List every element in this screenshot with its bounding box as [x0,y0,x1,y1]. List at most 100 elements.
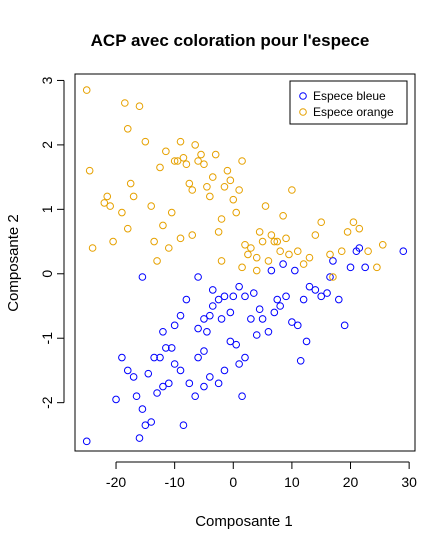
point-series-2 [182,160,191,169]
point-series-1 [340,321,349,330]
point-series-2 [355,224,364,233]
point-series-1 [141,421,150,430]
point-series-2 [282,234,290,243]
legend-label-series-1: Espece bleue [313,89,386,103]
y-tick-label: 3 [39,76,55,84]
point-series-1 [129,373,138,381]
point-series-2 [305,253,314,262]
y-tick-label: 1 [39,205,55,213]
point-series-1 [206,311,214,320]
point-series-1 [164,379,173,388]
point-series-2 [197,150,205,159]
legend-marker-series-2 [299,108,307,116]
point-series-1 [220,292,229,301]
point-series-1 [167,344,176,352]
point-series-2 [241,240,249,249]
point-series-2 [153,257,161,265]
point-series-1 [179,421,188,430]
point-series-2 [264,257,273,265]
point-series-1 [291,266,299,275]
point-series-1 [247,315,255,323]
point-series-2 [121,99,129,107]
legend: Espece bleue Espece orange [289,80,408,125]
point-series-2 [203,182,211,191]
point-series-1 [135,434,144,442]
point-series-2 [167,208,176,217]
point-series-1 [153,389,161,397]
point-series-2 [311,231,320,239]
point-series-2 [223,166,232,175]
point-series-1 [132,392,141,401]
point-series-1 [296,356,305,365]
point-series-2 [255,228,264,236]
y-tick-label: 2 [39,141,55,149]
point-series-2 [100,199,109,207]
point-series-1 [288,318,296,326]
point-series-2 [220,182,229,191]
point-series-1 [203,327,211,336]
point-series-1 [226,308,235,317]
point-series-2 [226,176,235,185]
point-series-2 [211,150,220,159]
point-series-2 [103,192,112,201]
y-axis: -2 -1 0 1 2 3 [39,76,65,409]
point-series-1 [182,295,191,304]
point-series-1 [311,286,320,294]
x-axis: -20 -10 0 10 20 30 [106,461,417,490]
x-tick-label: 10 [284,474,300,490]
point-series-2 [267,231,276,239]
point-series-1 [208,302,217,310]
point-series-2 [188,231,197,239]
point-series-1 [170,360,179,368]
point-series-1 [264,327,273,336]
point-series-1 [235,360,243,368]
point-series-2 [194,157,202,165]
point-series-1 [235,282,243,291]
point-series-1 [150,353,158,362]
point-series-1 [238,392,246,401]
point-series-1 [138,273,147,281]
point-series-1 [208,286,217,294]
point-series-1 [255,305,264,314]
point-series-2 [273,237,282,246]
point-series-2 [299,260,308,268]
point-series-2 [261,202,270,210]
point-series-2 [285,250,293,259]
point-series-1 [159,382,167,391]
y-tick-label: -1 [39,332,55,345]
point-series-1 [279,260,287,268]
point-series-1 [299,295,308,304]
point-series-2 [235,186,243,194]
point-series-2 [109,237,117,246]
point-series-1 [302,337,311,346]
point-series-1 [214,295,223,304]
point-series-1 [326,273,334,281]
point-series-2 [238,263,246,272]
point-series-1 [270,308,279,317]
point-series-1 [162,344,170,352]
point-series-1 [206,373,214,381]
x-tick-label: -10 [165,474,185,490]
point-series-2 [270,237,279,246]
point-series-2 [188,186,197,194]
point-series-2 [129,192,138,201]
point-series-1 [226,337,235,346]
point-series-1 [249,289,258,297]
point-series-2 [176,234,185,243]
point-series-2 [343,228,352,236]
point-series-1 [258,315,267,323]
point-series-1 [194,273,202,281]
y-tick-label: 0 [39,270,55,278]
point-series-2 [141,137,150,146]
point-series-2 [200,160,208,169]
point-series-2 [135,102,144,111]
point-series-1 [355,244,364,252]
point-series-1 [176,366,185,375]
point-series-2 [247,244,255,252]
y-axis-label: Composante 2 [5,214,22,312]
point-series-1 [399,247,408,256]
point-series-2 [85,166,94,175]
point-series-2 [159,221,167,230]
x-axis-label: Composante 1 [195,513,293,530]
point-series-2 [288,186,296,194]
